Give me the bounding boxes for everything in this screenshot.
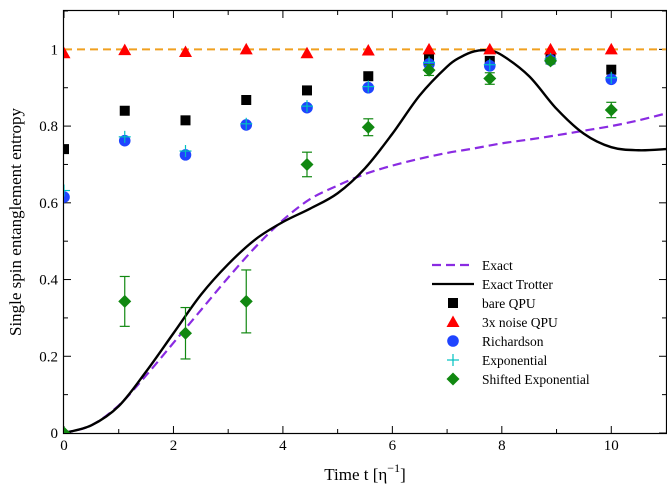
data-point-shifted-exponential — [300, 157, 314, 171]
data-point-bare-qpu — [64, 144, 69, 155]
data-point-3x-noise-qpu — [64, 46, 71, 59]
legend-swatch-richardson — [447, 335, 459, 347]
data-point-shifted-exponential — [178, 326, 192, 340]
legend-swatch-exponential — [447, 354, 459, 366]
data-point-exponential — [240, 117, 253, 130]
legend-label-exact-trotter: Exact Trotter — [482, 277, 553, 292]
data-point-exponential — [64, 184, 70, 197]
legend-label-bare-qpu: bare QPU — [482, 296, 536, 311]
data-point-bare-qpu — [301, 85, 312, 96]
y-tick-label: 0 — [51, 426, 59, 442]
data-point-exponential — [118, 130, 131, 143]
data-point-shifted-exponential — [64, 426, 71, 433]
legend-swatch-3x-noise-qpu — [446, 315, 460, 327]
legend-label-richardson: Richardson — [482, 334, 544, 349]
data-point-shifted-exponential — [604, 103, 618, 117]
data-point-3x-noise-qpu — [422, 42, 436, 55]
data-point-exponential — [362, 80, 375, 93]
legend-swatch-bare-qpu — [448, 298, 458, 308]
data-point-3x-noise-qpu — [239, 42, 253, 55]
data-point-3x-noise-qpu — [178, 45, 192, 58]
axis-ticks — [63, 10, 666, 434]
data-point-shifted-exponential — [544, 54, 558, 68]
x-tick-label: 0 — [60, 438, 68, 454]
legend-label-exponential: Exponential — [482, 353, 547, 368]
x-tick-label: 8 — [498, 438, 506, 454]
data-point-3x-noise-qpu — [300, 46, 314, 59]
data-point-bare-qpu — [119, 105, 130, 116]
legend-label-exact: Exact — [482, 258, 513, 273]
y-axis-title: Single spin entanglement entropy — [6, 107, 25, 336]
data-point-exponential — [300, 100, 313, 113]
data-point-shifted-exponential — [239, 294, 253, 308]
data-point-exponential — [605, 71, 618, 84]
series-line-exact-trotter — [64, 48, 666, 433]
series-3x-noise-qpu — [64, 42, 618, 59]
data-point-bare-qpu — [606, 64, 617, 75]
legend-label-shifted-exponential: Shifted Exponential — [482, 372, 590, 387]
data-point-richardson — [64, 191, 70, 203]
data-point-bare-qpu — [363, 71, 374, 82]
series-richardson — [64, 54, 618, 203]
data-point-shifted-exponential — [422, 63, 436, 77]
data-point-3x-noise-qpu — [544, 42, 558, 55]
x-tick-label: 2 — [170, 438, 178, 454]
data-point-exponential — [483, 58, 496, 71]
y-tick-label: 0.2 — [39, 349, 58, 365]
series-exponential — [64, 52, 618, 197]
data-point-bare-qpu — [180, 115, 191, 126]
data-point-shifted-exponential — [361, 120, 375, 134]
x-tick-label: 10 — [604, 438, 619, 454]
y-tick-label: 0.8 — [39, 119, 58, 135]
data-point-shifted-exponential — [483, 72, 497, 86]
data-point-shifted-exponential — [118, 294, 132, 308]
data-point-3x-noise-qpu — [483, 42, 497, 55]
data-point-bare-qpu — [241, 95, 252, 106]
x-axis-title: Time t [η−1] — [324, 461, 406, 484]
series-line-exact — [64, 112, 666, 433]
series-shifted-exponential — [64, 54, 618, 433]
plot-area — [64, 42, 666, 433]
axis-tick-labels: 0 2 4 6 8 10 0 0.2 0.4 0.6 0.8 1 — [39, 42, 619, 454]
x-tick-label: 4 — [279, 438, 287, 454]
data-point-3x-noise-qpu — [118, 43, 132, 56]
y-tick-label: 0.4 — [39, 273, 58, 289]
y-tick-label: 1 — [51, 42, 59, 58]
x-axis-title-superscript: −1 — [387, 461, 400, 475]
legend-swatch-shifted-exponential — [446, 372, 460, 386]
x-tick-label: 6 — [389, 438, 397, 454]
data-point-3x-noise-qpu — [604, 42, 618, 55]
legend: Exact Exact Trotter bare QPU 3x noise QPU Ri… — [432, 258, 590, 387]
y-tick-label: 0.6 — [39, 196, 58, 212]
legend-label-3x-noise-qpu: 3x noise QPU — [482, 315, 558, 330]
data-point-exponential — [179, 145, 192, 158]
data-point-3x-noise-qpu — [361, 44, 375, 56]
